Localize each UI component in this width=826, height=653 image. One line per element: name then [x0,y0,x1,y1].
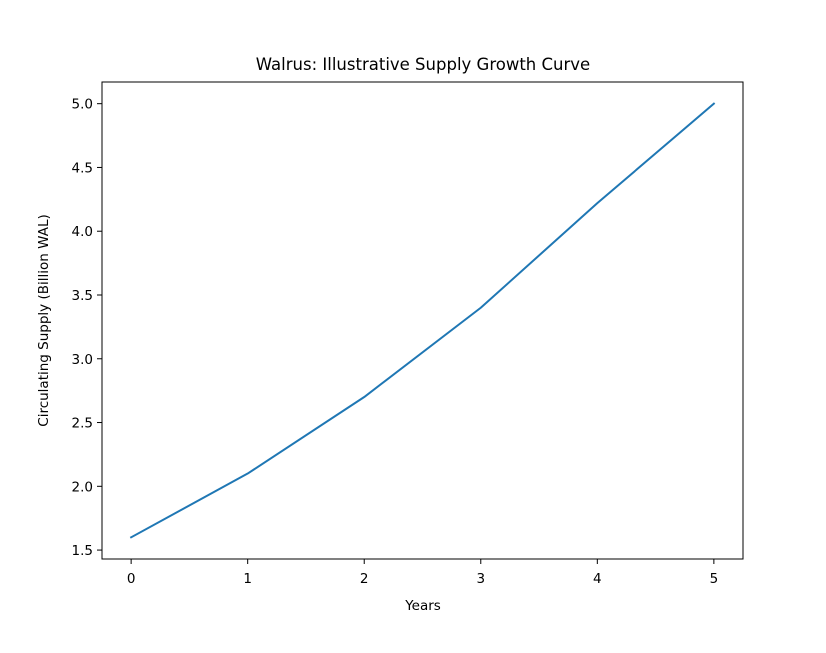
y-tick-label: 4.0 [72,224,93,240]
x-tick-label: 1 [243,571,252,587]
y-tick-label: 1.5 [72,543,93,559]
x-tick-label: 0 [127,571,136,587]
y-tick-label: 4.5 [72,160,93,176]
y-axis-label: Circulating Supply (Billion WAL) [36,214,52,426]
x-tick-label: 4 [593,571,602,587]
y-tick-label: 3.5 [72,288,93,304]
x-axis-label: Years [404,598,441,614]
y-tick-label: 5.0 [72,97,93,113]
y-tick-label: 2.0 [72,479,93,495]
series-line-0 [129,102,716,539]
x-tick-label: 2 [360,571,369,587]
y-tick-label: 3.0 [72,352,93,368]
x-tick-label: 5 [710,571,719,587]
chart-title: Walrus: Illustrative Supply Growth Curve [256,55,590,74]
axes-frame [101,81,744,560]
x-tick-label: 3 [476,571,485,587]
y-tick-label: 2.5 [72,416,93,432]
plot-area [129,102,716,539]
